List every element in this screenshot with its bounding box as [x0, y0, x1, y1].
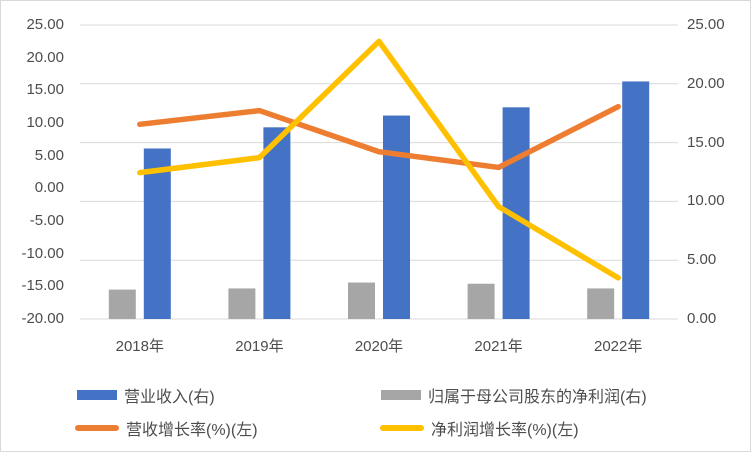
- legend-item-net-profit: 归属于母公司股东的净利润(右): [381, 383, 647, 407]
- line-series: [137, 38, 621, 281]
- net-profit-growth-swatch: [380, 425, 424, 431]
- line-series: [137, 103, 621, 171]
- x-axis-label: 2022年: [594, 338, 643, 355]
- bar: [348, 282, 375, 319]
- left-axis-tick: -20.00: [21, 310, 64, 327]
- legend-label: 营收增长率(%)(左): [126, 422, 258, 439]
- left-axis-tick: 5.00: [34, 146, 64, 164]
- right-axis-tick: 10.00: [687, 192, 725, 210]
- bar: [228, 288, 256, 319]
- left-axis-tick: 0.00: [34, 179, 64, 197]
- x-axis-label: 2019年: [235, 338, 284, 355]
- left-axis-tick: -10.00: [21, 244, 64, 262]
- bar: [108, 289, 136, 319]
- left-axis-tick: 10.00: [26, 114, 64, 131]
- right-axis-tick: 20.00: [687, 74, 725, 92]
- right-axis-tick: 0.00: [687, 310, 717, 327]
- left-axis-tick: -15.00: [21, 277, 64, 295]
- left-axis-tick: 25.00: [26, 16, 64, 33]
- legend-item-net-profit-growth: 净利润增长率(%)(左): [380, 416, 579, 440]
- legend-label: 营业收入(右): [124, 389, 215, 406]
- bar: [263, 127, 291, 319]
- legend-label: 净利润增长率(%)(左): [431, 422, 579, 439]
- revenue-swatch: [77, 390, 117, 400]
- bar: [467, 283, 495, 319]
- bar: [383, 115, 410, 319]
- legend-label: 归属于母公司股东的净利润(右): [428, 389, 647, 406]
- bar: [622, 81, 650, 319]
- x-axis-label: 2021年: [474, 338, 523, 355]
- revenue-growth-swatch: [75, 425, 119, 431]
- x-axis-label: 2020年: [354, 338, 404, 355]
- left-axis-tick: 20.00: [26, 48, 64, 66]
- right-axis-tick: 5.00: [687, 251, 717, 269]
- left-axis-tick: -5.00: [29, 212, 64, 229]
- bar: [587, 288, 615, 319]
- right-axis-tick: 25.00: [687, 16, 725, 33]
- bar: [143, 148, 171, 319]
- x-axis-label: 2018年: [115, 338, 164, 355]
- legend-item-revenue-growth: 营收增长率(%)(左): [75, 416, 258, 440]
- left-axis-tick: 15.00: [26, 81, 64, 99]
- right-axis-tick: 15.00: [687, 133, 725, 151]
- net-profit-swatch: [381, 390, 421, 400]
- legend-item-revenue: 营业收入(右): [77, 383, 215, 407]
